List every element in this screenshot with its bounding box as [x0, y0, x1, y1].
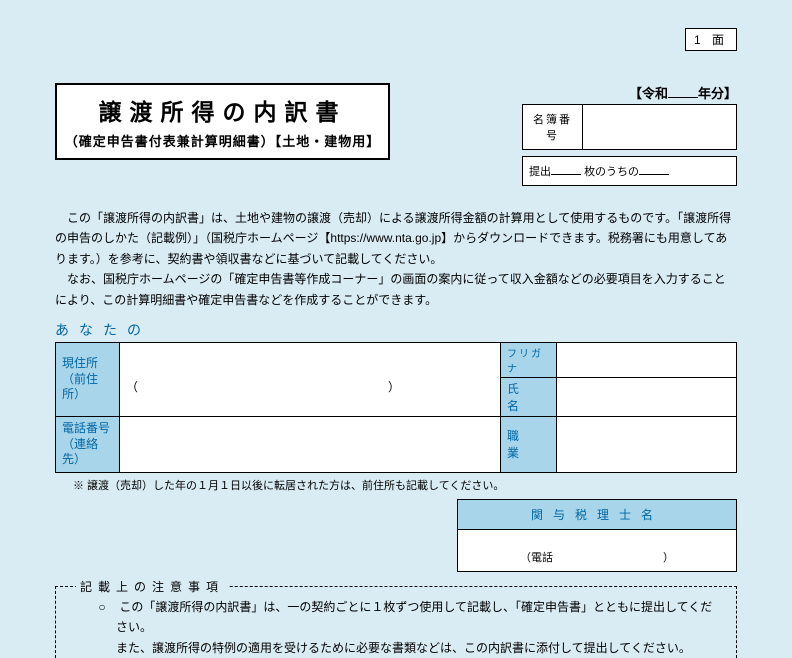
phone-label: 電話番号 （連絡先）: [56, 416, 120, 472]
tax-accountant-table: 関与税理士名 （電話 ）: [457, 499, 737, 572]
name-field[interactable]: [557, 377, 737, 416]
your-info-heading: あなたの: [55, 320, 737, 340]
page-container: 1 面 譲渡所得の内訳書 （確定申告書付表兼計算明細書）【土地・建物用】 【令和…: [0, 0, 792, 648]
phone-label-b: （連絡先）: [62, 437, 98, 467]
bullet-icon: ○: [102, 597, 116, 617]
submit-count-row: 提出 枚のうちの: [522, 156, 737, 186]
your-info-table: 現住所 （前住所） （） フリガナ 氏名 電話番号 （連絡先） 職業: [55, 342, 737, 473]
tax-accountant-body[interactable]: （電話 ）: [458, 529, 737, 571]
header-row: 譲渡所得の内訳書 （確定申告書付表兼計算明細書）【土地・建物用】 【令和 年分】 …: [55, 83, 737, 186]
address-field[interactable]: （）: [120, 342, 501, 416]
submit-mid: 枚のうちの: [584, 166, 639, 178]
era-prefix: 【令和: [629, 86, 668, 101]
right-meta: 【令和 年分】 名簿番号 提出 枚のうちの: [522, 83, 737, 186]
furigana-field[interactable]: [557, 342, 737, 377]
register-number-row: 名簿番号: [522, 104, 737, 150]
note-item-1: ○ この「譲渡所得の内訳書」は、一の契約ごとに１枚ずつ使用して記載し、「確定申告…: [102, 597, 716, 638]
title-box: 譲渡所得の内訳書 （確定申告書付表兼計算明細書）【土地・建物用】: [55, 83, 390, 160]
intro-text: この「譲渡所得の内訳書」は、土地や建物の譲渡（売却）による譲渡所得金額の計算用と…: [55, 208, 737, 310]
era-year-blank[interactable]: [668, 97, 698, 98]
register-value[interactable]: [583, 105, 736, 149]
submit-index-blank[interactable]: [639, 174, 669, 175]
title-sub: （確定申告書付表兼計算明細書）【土地・建物用】: [63, 131, 382, 150]
job-label: 職業: [501, 416, 557, 472]
name-label: 氏名: [501, 377, 557, 416]
notes-section: 記載上の注意事項 ○ この「譲渡所得の内訳書」は、一の契約ごとに１枚ずつ使用して…: [55, 586, 737, 658]
address-label: 現住所 （前住所）: [56, 342, 120, 416]
title-main: 譲渡所得の内訳書: [63, 93, 382, 127]
address-footnote: ※ 譲渡（売却）した年の１月１日以後に転居された方は、前住所も記載してください。: [73, 477, 737, 493]
note-1-text: この「譲渡所得の内訳書」は、一の契約ごとに１枚ずつ使用して記載し、「確定申告書」…: [116, 600, 712, 634]
intro-p2: なお、国税庁ホームページの「確定申告書等作成コーナー」の画面の案内に従って収入金…: [55, 269, 737, 310]
era-year-line: 【令和 年分】: [522, 83, 737, 102]
addr-label-b: （前住所）: [62, 372, 98, 402]
submit-total-blank[interactable]: [551, 174, 581, 175]
addr-label-a: 現住所: [62, 356, 98, 370]
paren-open: （: [126, 380, 138, 394]
intro-p1: この「譲渡所得の内訳書」は、土地や建物の譲渡（売却）による譲渡所得金額の計算用と…: [55, 208, 737, 269]
register-label: 名簿番号: [523, 105, 583, 149]
phone-field[interactable]: [120, 416, 501, 472]
page-number-box: 1 面: [685, 28, 737, 51]
furigana-label: フリガナ: [501, 342, 557, 377]
phone-label-a: 電話番号: [62, 421, 110, 435]
tax-accountant-header: 関与税理士名: [458, 499, 737, 529]
notes-title: 記載上の注意事項: [76, 577, 228, 597]
job-field[interactable]: [557, 416, 737, 472]
paren-close: ）: [388, 380, 400, 394]
era-suffix: 年分】: [698, 86, 737, 101]
submit-prefix: 提出: [529, 166, 551, 178]
tax-accountant-phone: （電話 ）: [520, 552, 674, 564]
